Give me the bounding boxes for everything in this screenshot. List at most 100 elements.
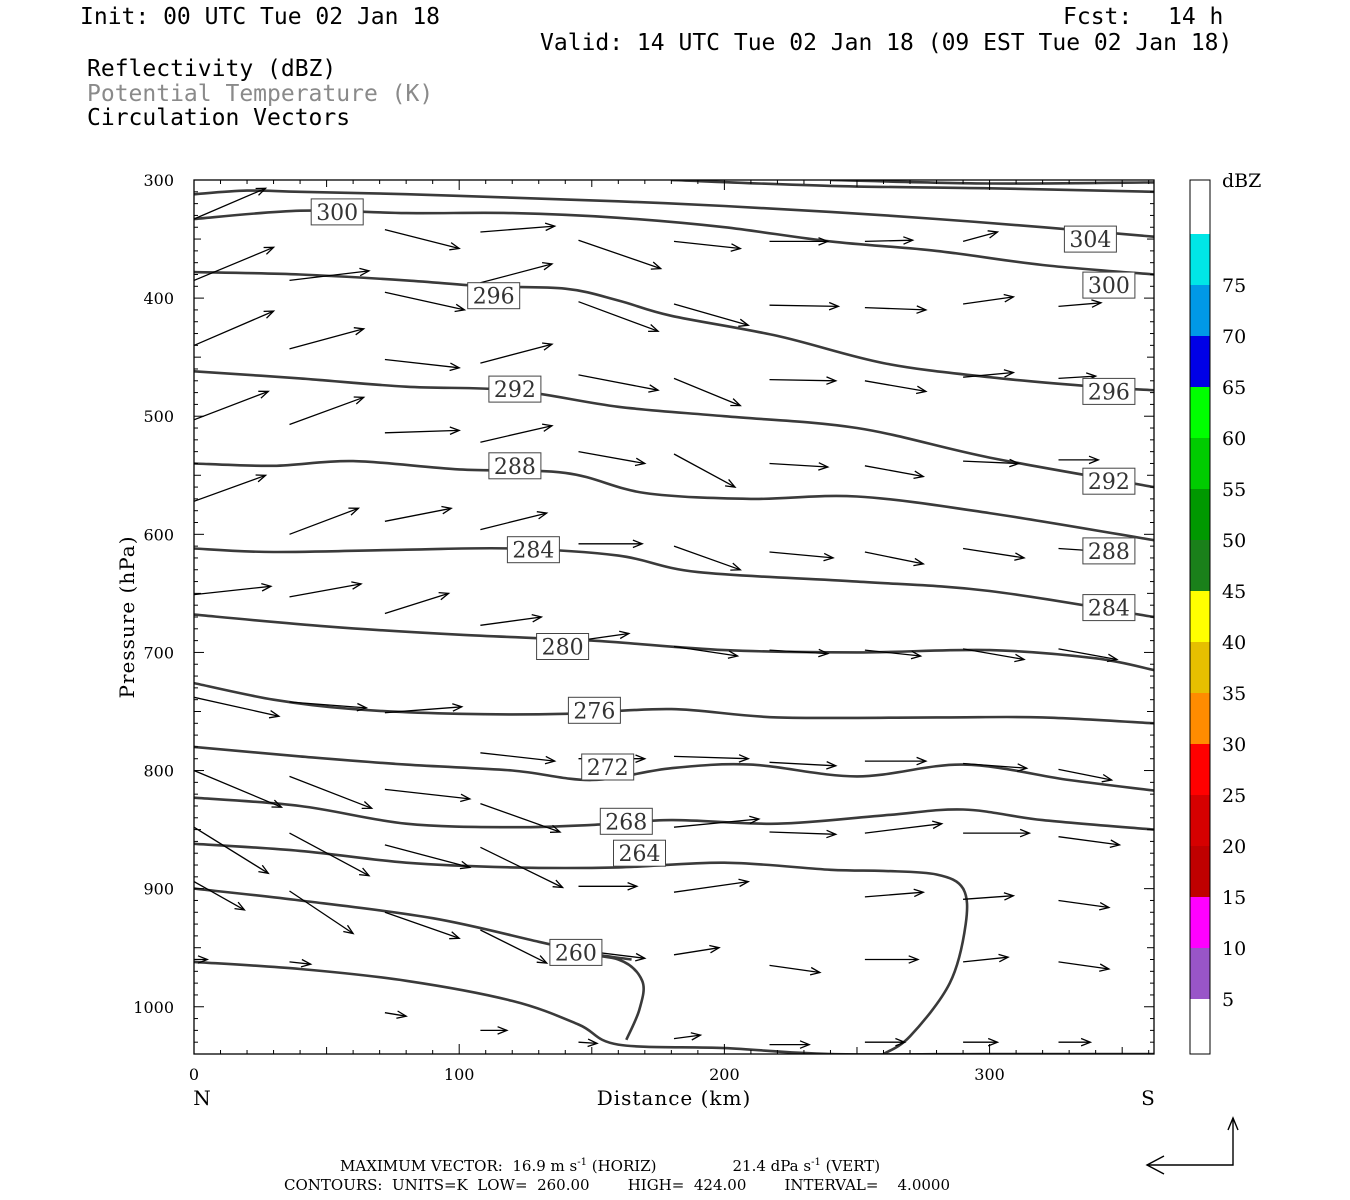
contour-label-box <box>1082 467 1136 495</box>
circulation-vector <box>864 465 926 480</box>
circulation-vector <box>384 591 451 615</box>
circulation-vector <box>864 756 928 766</box>
circulation-vector <box>384 911 461 940</box>
circulation-vector <box>1058 899 1111 911</box>
x-tick-label: 200 <box>709 1065 740 1084</box>
contour-label-text: 264 <box>619 842 661 867</box>
y-tick-label: 400 <box>143 289 174 308</box>
circulation-vector <box>963 762 1029 772</box>
contour-label: 292 <box>488 375 542 403</box>
field-title-vectors: Circulation Vectors <box>87 105 351 131</box>
circulation-vector <box>1058 455 1101 465</box>
contour-label: 292 <box>1082 467 1136 495</box>
contour-info-line: CONTOURS: UNITS=K LOW= 260.00 HIGH= 424.… <box>284 1176 950 1194</box>
circulation-vector <box>769 829 838 839</box>
circulation-vector <box>289 581 363 598</box>
circulation-vector <box>769 551 835 562</box>
circulation-vector <box>480 846 565 889</box>
circulation-vector <box>673 754 751 763</box>
theta-contour <box>194 459 1154 542</box>
contour-label-text: 280 <box>542 636 584 661</box>
circulation-vector <box>963 892 1016 901</box>
circulation-vector <box>673 878 751 893</box>
circulation-vector <box>384 291 467 313</box>
colorbar-level-label: 45 <box>1222 581 1246 603</box>
north-label: N <box>193 1086 211 1110</box>
colorbar-cell <box>1190 438 1210 489</box>
circulation-vector <box>384 358 461 372</box>
circulation-vector <box>864 955 920 964</box>
contour-label-text: 304 <box>1069 228 1111 253</box>
circulation-vector <box>578 239 663 270</box>
contour-label: 284 <box>506 536 560 564</box>
contour-label-text: 292 <box>1088 470 1130 495</box>
contour-label-box <box>310 198 364 226</box>
circulation-vector <box>769 964 822 976</box>
colorbar-cell <box>1190 489 1210 540</box>
circulation-vector <box>963 293 1016 305</box>
contour-label: 260 <box>549 938 603 966</box>
colorbar-cell <box>1190 591 1210 642</box>
circulation-vector <box>673 453 737 488</box>
contour-label-box <box>1082 594 1136 622</box>
circulation-vector <box>480 929 549 964</box>
colorbar-level-label: 10 <box>1222 938 1246 960</box>
contour-label-box <box>581 753 635 781</box>
contour-label-text: 276 <box>573 699 615 724</box>
colorbar-level-label: 25 <box>1222 785 1246 807</box>
theta-contour <box>194 796 1154 831</box>
circulation-vector <box>384 426 461 435</box>
valid-time: Valid: 14 UTC Tue 02 Jan 18 (09 EST Tue … <box>540 30 1233 56</box>
x-axis-title: Distance (km) <box>597 1086 752 1110</box>
circulation-vector <box>578 1038 599 1048</box>
circulation-vector <box>289 267 371 282</box>
circulation-vector <box>673 545 742 571</box>
contour-label: 304 <box>1063 225 1117 253</box>
colorbar-level-label: 75 <box>1222 275 1246 297</box>
circulation-vector <box>1058 768 1114 783</box>
circulation-vector <box>480 752 557 765</box>
circulation-vector <box>480 423 554 443</box>
contour-label: 300 <box>310 198 364 226</box>
circulation-vector <box>194 696 281 719</box>
circulation-vector <box>864 888 926 898</box>
circulation-vector <box>289 958 313 968</box>
contour-label-text: 284 <box>512 539 554 564</box>
circulation-vector <box>578 539 644 549</box>
colorbar-cell <box>1190 285 1210 336</box>
y-tick-label: 700 <box>143 643 174 662</box>
circulation-vector <box>480 261 554 284</box>
theta-contour <box>194 842 969 1054</box>
x-tick-label: 0 <box>189 1065 199 1084</box>
colorbar-cell <box>1190 744 1210 795</box>
colorbar-cell <box>1190 948 1210 999</box>
forecast-label: Fcst: <box>1063 4 1133 30</box>
circulation-vector <box>963 369 1016 378</box>
circulation-vector <box>769 301 841 311</box>
circulation-vectors <box>194 187 1122 1049</box>
circulation-vector <box>673 1032 703 1041</box>
contour-label-box <box>488 375 542 403</box>
colorbar-unit: dBZ <box>1222 170 1261 192</box>
circulation-vector <box>194 881 246 911</box>
circulation-vector <box>962 648 1026 663</box>
contour-label-box <box>549 938 603 966</box>
y-tick-label: 1000 <box>133 998 174 1017</box>
circulation-vector <box>289 327 366 350</box>
circulation-vector <box>289 832 371 877</box>
y-tick-label: 300 <box>143 171 174 190</box>
circulation-vector <box>769 1040 811 1049</box>
contour-label: 280 <box>536 633 590 661</box>
colorbar-frame <box>1189 179 1211 1055</box>
colorbar-level-label: 50 <box>1222 530 1246 552</box>
circulation-vector <box>864 1037 907 1047</box>
colorbar-cell <box>1190 999 1210 1054</box>
circulation-vector <box>578 450 647 467</box>
contour-label-text: 292 <box>494 378 536 403</box>
circulation-vector <box>1058 836 1122 849</box>
circulation-vector <box>769 462 830 471</box>
contour-label-box <box>1063 225 1117 253</box>
theta-contour <box>194 745 1154 792</box>
contour-label-box <box>567 696 621 724</box>
